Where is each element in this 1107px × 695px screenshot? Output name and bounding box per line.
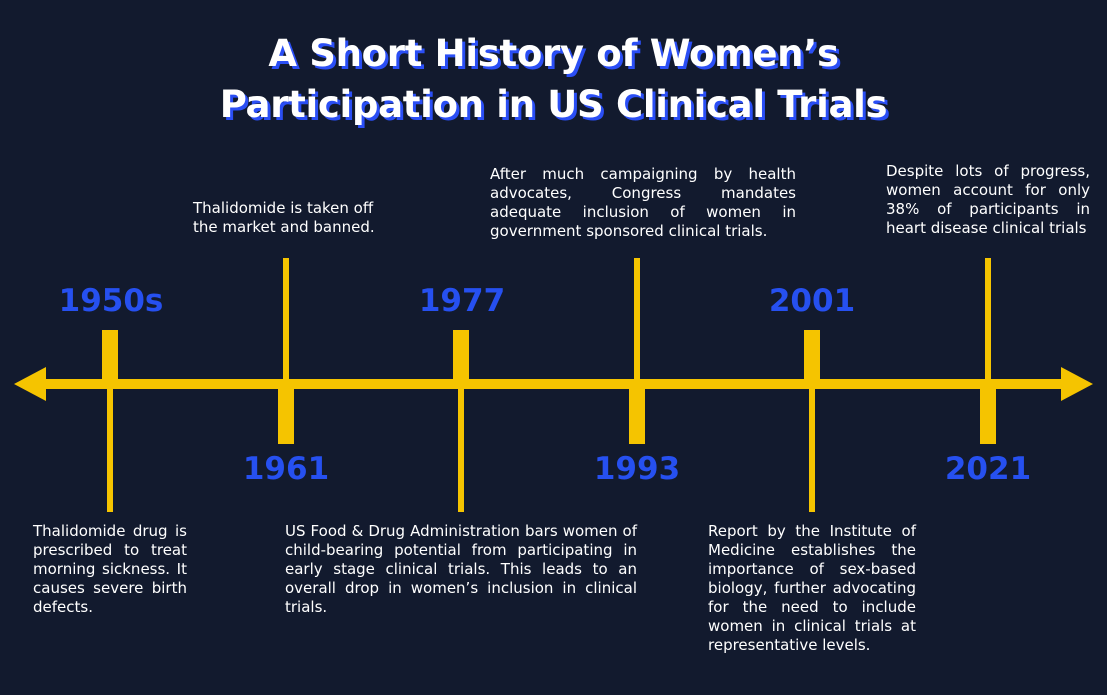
timeline-axis <box>40 379 1067 389</box>
title-line-1: A Short History of Women’s <box>268 32 839 75</box>
marker-block-2021 <box>980 386 996 444</box>
year-label-2021: 2021 <box>944 451 1032 487</box>
event-description-2001: Report by the Institute of Medicine esta… <box>708 522 916 654</box>
year-label-2001: 2001 <box>768 283 856 319</box>
event-description-1993: After much campaigning by health advocat… <box>490 165 796 240</box>
title-line-2: Participation in US Clinical Trials <box>219 83 888 126</box>
marker-block-1950s <box>102 330 118 382</box>
connector-line-2021 <box>985 258 991 382</box>
connector-line-2001 <box>809 386 815 512</box>
marker-block-1993 <box>629 386 645 444</box>
year-label-1977: 1977 <box>418 283 506 319</box>
marker-block-1961 <box>278 386 294 444</box>
event-description-1961: Thalidomide is taken off the market and … <box>193 199 375 236</box>
connector-line-1977 <box>458 386 464 512</box>
connector-line-1993 <box>634 258 640 382</box>
event-description-1950s: Thalidomide drug is prescribed to treat … <box>33 522 187 616</box>
page-title: A Short History of Women’s Participation… <box>0 28 1107 130</box>
marker-block-1977 <box>453 330 469 382</box>
year-label-1993: 1993 <box>593 451 681 487</box>
connector-line-1961 <box>283 258 289 382</box>
marker-block-2001 <box>804 330 820 382</box>
arrow-left-icon <box>14 367 46 401</box>
event-description-1977: US Food & Drug Administration bars women… <box>285 522 637 616</box>
year-label-1950s: 1950s <box>58 283 164 319</box>
event-description-2021: Despite lots of progress, women account … <box>886 162 1090 237</box>
arrow-right-icon <box>1061 367 1093 401</box>
year-label-1961: 1961 <box>242 451 330 487</box>
connector-line-1950s <box>107 386 113 512</box>
